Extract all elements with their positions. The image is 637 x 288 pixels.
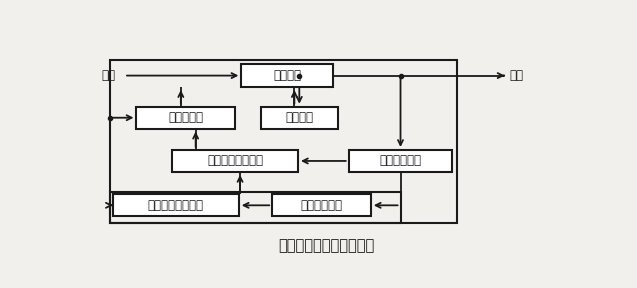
Text: 交流净化稳压电路方框图: 交流净化稳压电路方框图 — [278, 238, 375, 253]
Text: 直流稳压电源: 直流稳压电源 — [301, 199, 343, 212]
Bar — [113, 194, 239, 216]
Text: 零脉冲电路: 零脉冲电路 — [168, 111, 203, 124]
Bar — [136, 107, 235, 129]
Bar — [272, 194, 371, 216]
Bar — [110, 192, 401, 223]
Text: 脉宽调制驱动放大: 脉宽调制驱动放大 — [207, 154, 263, 167]
Bar — [241, 64, 333, 87]
Text: 输出: 输出 — [510, 69, 524, 82]
Text: 输入: 输入 — [101, 69, 115, 82]
Text: 过压保护: 过压保护 — [285, 111, 313, 124]
Bar — [348, 150, 452, 172]
Bar — [172, 150, 298, 172]
Bar — [110, 60, 457, 223]
Bar — [261, 107, 338, 129]
Text: 调整电路: 调整电路 — [273, 69, 301, 82]
Text: 同步锯齿波发生器: 同步锯齿波发生器 — [148, 199, 204, 212]
Text: 误差取样放大: 误差取样放大 — [380, 154, 422, 167]
